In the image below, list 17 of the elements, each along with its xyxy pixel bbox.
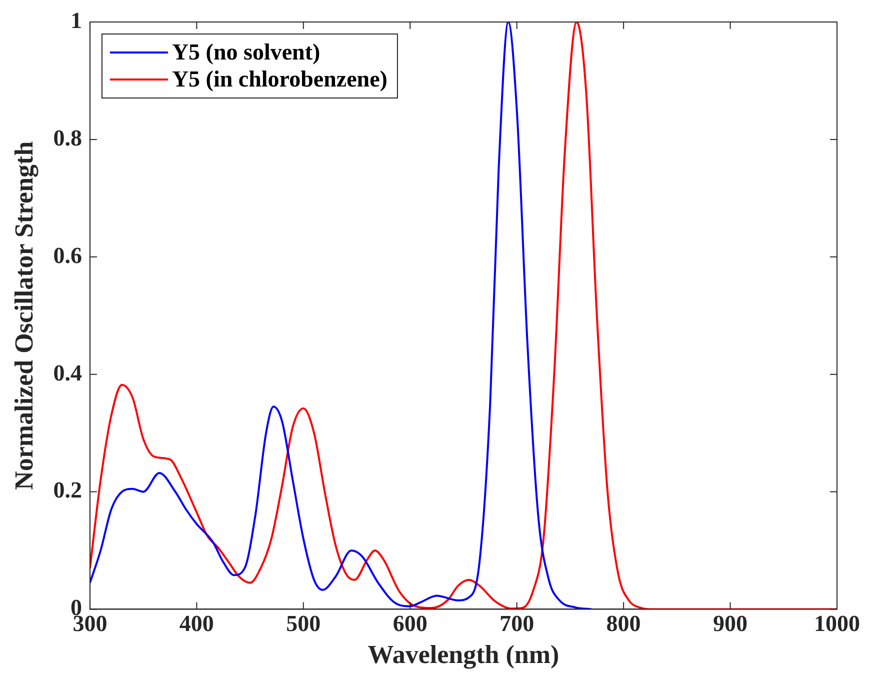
y-tick-label: 0.8 [53,125,82,150]
x-tick-label: 700 [500,610,534,636]
legend-label: Y5 (no solvent) [172,39,320,64]
y-axis-title: Normalized Oscillator Strength [9,140,38,490]
x-axis-title: Wavelength (nm) [368,640,560,670]
y-tick-label: 0.4 [53,360,82,386]
y-tick-label: 0.2 [53,478,82,503]
legend-label: Y5 (in chlorobenzene) [172,66,388,92]
y-tick-label: 1 [70,8,82,33]
x-tick-label: 900 [713,610,748,636]
line-series [90,22,837,610]
y-tick-label: 0.6 [53,242,82,268]
x-tick-label: 500 [286,610,321,636]
x-tick-label: 400 [179,610,214,636]
x-tick-label: 800 [606,610,641,636]
x-tick-label: 600 [392,610,428,636]
x-tick-label: 1000 [814,610,860,636]
